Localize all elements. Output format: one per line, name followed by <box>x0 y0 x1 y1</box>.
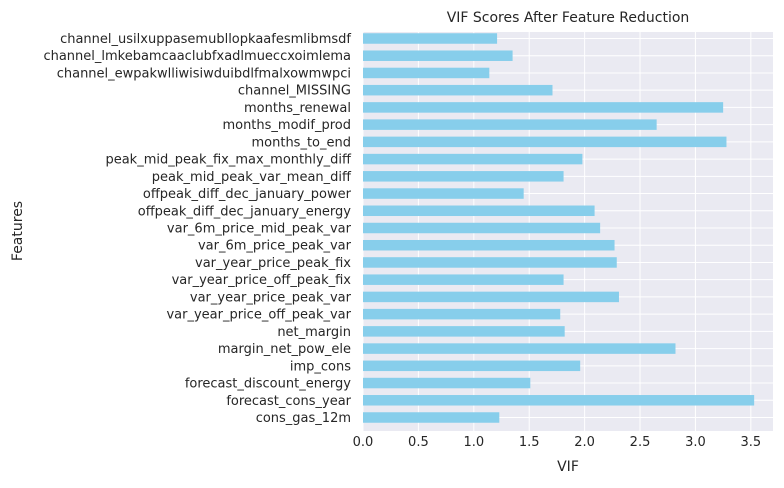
y-tick-label: net_margin <box>277 325 351 340</box>
y-tick-label: peak_mid_peak_fix_max_monthly_diff <box>105 153 352 168</box>
bar-var_year_price_off_peak_fix <box>363 274 564 285</box>
x-tick-labels: 0.0 0.5 1.0 1.5 2.0 2.5 3.0 3.5 <box>353 435 762 450</box>
bar-imp_cons <box>363 360 581 372</box>
y-tick-label: var_year_price_off_peak_var <box>166 308 351 323</box>
x-tick-label: 3.0 <box>685 435 706 450</box>
y-tick-label: offpeak_diff_dec_january_power <box>143 187 352 202</box>
bar-offpeak_diff_dec_january_energy <box>363 205 595 217</box>
x-tick-label: 1.5 <box>519 435 540 450</box>
bar-forecast_cons_year <box>363 395 755 406</box>
x-tick-label: 0.5 <box>408 435 429 450</box>
y-axis-title: Features <box>10 201 26 261</box>
x-tick-label: 2.0 <box>574 435 595 450</box>
bar-peak_mid_peak_fix_max_monthly_diff <box>363 153 583 165</box>
y-tick-label: var_year_price_peak_fix <box>195 256 351 271</box>
bar-forecast_discount_energy <box>363 377 531 389</box>
bar-months_to_end <box>363 136 727 148</box>
x-tick-label: 2.5 <box>630 435 651 450</box>
y-tick-label: peak_mid_peak_var_mean_diff <box>152 170 352 185</box>
y-tick-label: margin_net_pow_ele <box>218 342 351 357</box>
x-axis-title: VIF <box>557 459 579 475</box>
y-tick-label: offpeak_diff_dec_january_energy <box>138 204 352 219</box>
y-tick-label: channel_MISSING <box>238 84 351 99</box>
y-tick-label: channel_lmkebamcaaclubfxadlmueccxoimlema <box>43 49 351 64</box>
y-tick-label: cons_gas_12m <box>256 411 351 426</box>
y-tick-label: months_modif_prod <box>222 118 351 133</box>
bar-margin_net_pow_ele <box>363 343 676 354</box>
bar-channel_lmkebamcaaclubfxadlmueccxoimlema <box>363 50 513 61</box>
bar-var_6m_price_peak_var <box>363 239 615 251</box>
x-tick-label: 3.5 <box>740 435 761 450</box>
y-tick-label: var_6m_price_peak_var <box>198 239 352 254</box>
x-tick-label: 1.0 <box>463 435 484 450</box>
bar-var_year_price_peak_var <box>363 291 619 303</box>
chart-title: VIF Scores After Feature Reduction <box>447 10 690 26</box>
y-tick-label: months_to_end <box>251 135 351 150</box>
bar-peak_mid_peak_var_mean_diff <box>363 171 564 182</box>
bar-months_modif_prod <box>363 119 657 130</box>
bar-offpeak_diff_dec_january_power <box>363 188 524 199</box>
y-tick-labels: channel_usilxuppasemubllopkaafesmlibmsdf… <box>43 32 352 426</box>
y-tick-label: var_6m_price_mid_peak_var <box>167 222 352 237</box>
y-tick-label: forecast_cons_year <box>226 394 351 409</box>
x-tick-label: 0.0 <box>353 435 374 450</box>
y-tick-label: channel_ewpakwlliwisiwduibdlfmalxowmwpci <box>57 66 351 81</box>
y-tick-label: var_year_price_peak_var <box>190 290 352 305</box>
bar-channel_ewpakwlliwisiwduibdlfmalxowmwpci <box>363 67 490 79</box>
y-tick-label: var_year_price_off_peak_fix <box>172 273 352 288</box>
bar-months_renewal <box>363 102 724 113</box>
bar-cons_gas_12m <box>363 412 500 423</box>
bar-channel_usilxuppasemubllopkaafesmlibmsdf <box>363 33 498 44</box>
bar-var_year_price_peak_fix <box>363 257 617 268</box>
y-tick-label: channel_usilxuppasemubllopkaafesmlibmsdf <box>60 32 351 47</box>
bar-var_year_price_off_peak_var <box>363 308 561 320</box>
bars-layer <box>363 33 755 423</box>
y-tick-label: imp_cons <box>290 359 351 374</box>
bar-net_margin <box>363 326 565 337</box>
y-tick-label: months_renewal <box>244 101 351 116</box>
bar-channel_MISSING <box>363 84 553 96</box>
bar-var_6m_price_mid_peak_var <box>363 222 601 234</box>
y-tick-label: forecast_discount_energy <box>185 377 351 392</box>
